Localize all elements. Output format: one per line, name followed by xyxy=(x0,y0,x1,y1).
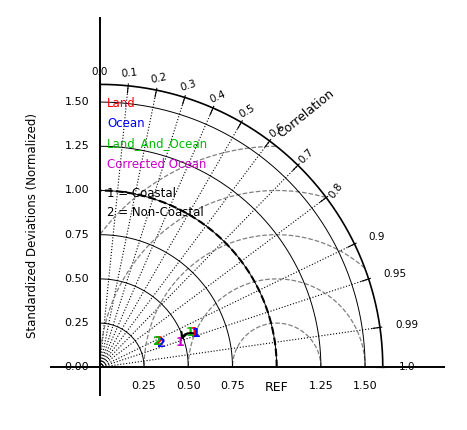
Text: 0.50: 0.50 xyxy=(64,274,89,284)
Text: 0.2: 0.2 xyxy=(150,71,168,85)
Text: 1 = Coastal: 1 = Coastal xyxy=(107,187,176,200)
Text: 0.6: 0.6 xyxy=(268,122,287,140)
Text: 0.3: 0.3 xyxy=(179,78,198,93)
Text: 2: 2 xyxy=(153,335,162,348)
Text: Ocean: Ocean xyxy=(107,117,145,130)
Text: 0.95: 0.95 xyxy=(384,269,407,279)
Text: 1.50: 1.50 xyxy=(353,381,377,391)
Text: Land: Land xyxy=(107,97,136,110)
Text: 2: 2 xyxy=(155,335,163,348)
Text: 0.50: 0.50 xyxy=(176,381,201,391)
Text: 1.00: 1.00 xyxy=(64,185,89,196)
Text: 0.8: 0.8 xyxy=(327,181,345,200)
Text: 0.4: 0.4 xyxy=(208,89,227,104)
Text: 0.1: 0.1 xyxy=(120,68,138,79)
Text: Standardized Deviations (Normalized): Standardized Deviations (Normalized) xyxy=(26,114,39,338)
Text: 0.25: 0.25 xyxy=(64,318,89,328)
Text: Correlation: Correlation xyxy=(275,86,337,140)
Text: Corrected Ocean: Corrected Ocean xyxy=(107,158,206,171)
Text: 0.9: 0.9 xyxy=(369,232,385,242)
Text: 2 = Non-Coastal: 2 = Non-Coastal xyxy=(107,206,204,219)
Text: 1.0: 1.0 xyxy=(399,362,415,372)
Text: 1.50: 1.50 xyxy=(64,97,89,107)
Text: 1: 1 xyxy=(191,327,200,340)
Text: 0.00: 0.00 xyxy=(64,362,89,372)
Text: 0.7: 0.7 xyxy=(297,147,316,166)
Text: 1.25: 1.25 xyxy=(309,381,333,391)
Text: 0.5: 0.5 xyxy=(238,103,257,120)
Text: 0.75: 0.75 xyxy=(220,381,245,391)
Text: 1.25: 1.25 xyxy=(64,141,89,151)
Text: 0.0: 0.0 xyxy=(92,67,108,77)
Text: 1: 1 xyxy=(190,326,198,338)
Text: 0.25: 0.25 xyxy=(132,381,156,391)
Text: 1: 1 xyxy=(185,326,194,339)
Text: REF: REF xyxy=(265,381,289,394)
Text: 1: 1 xyxy=(176,336,184,350)
Text: Land_And_Ocean: Land_And_Ocean xyxy=(107,138,208,150)
Text: 0.75: 0.75 xyxy=(64,230,89,240)
Text: 2: 2 xyxy=(157,337,166,350)
Text: 0.99: 0.99 xyxy=(396,320,419,330)
